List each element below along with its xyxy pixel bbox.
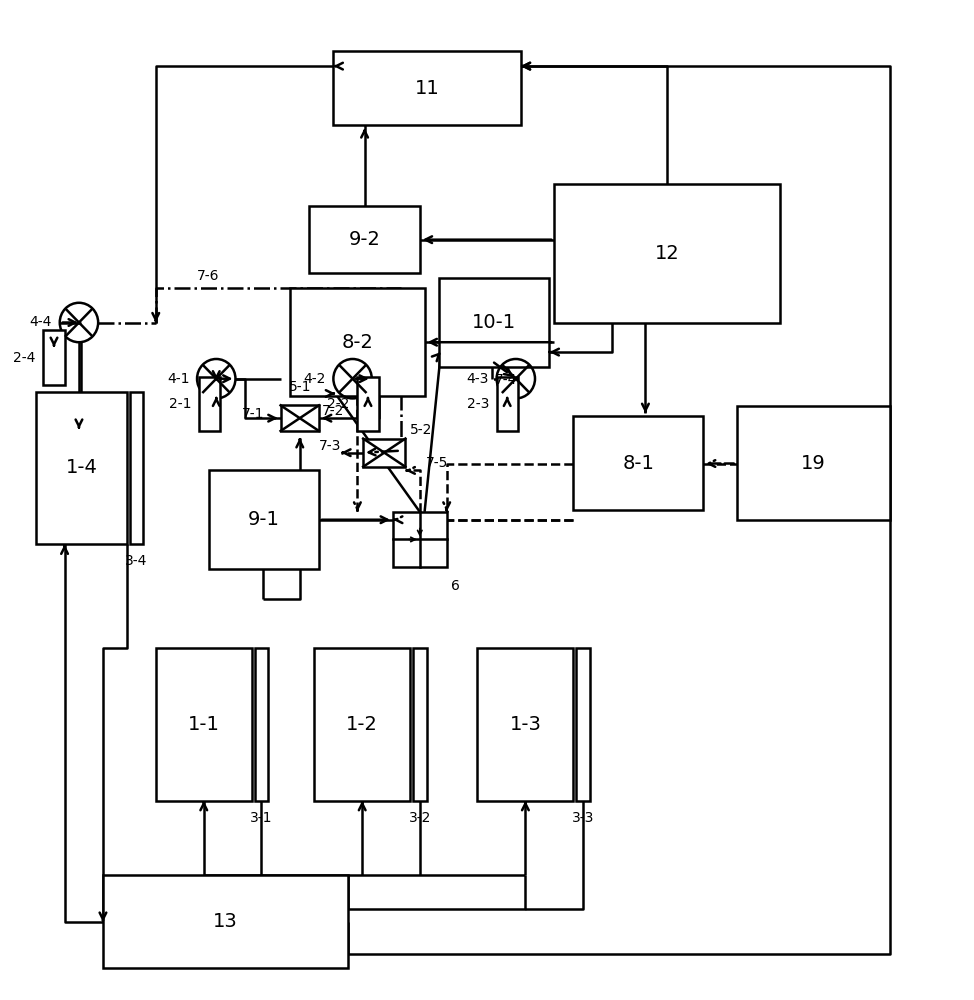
Bar: [574, 416, 703, 510]
Bar: [357, 377, 379, 431]
Bar: [310, 206, 420, 273]
Text: 6: 6: [452, 579, 461, 593]
Bar: [363, 439, 405, 467]
Bar: [577, 648, 589, 801]
Bar: [36, 392, 127, 544]
Bar: [281, 405, 318, 431]
Text: 7-2: 7-2: [321, 404, 344, 418]
Text: 7-3: 7-3: [318, 439, 341, 453]
Text: 1-1: 1-1: [188, 715, 220, 734]
Bar: [290, 288, 425, 396]
Text: 3-1: 3-1: [250, 811, 273, 825]
Text: 4-1: 4-1: [167, 372, 189, 386]
Text: 2-1: 2-1: [169, 397, 191, 411]
Text: 7-6: 7-6: [198, 269, 220, 283]
Bar: [254, 648, 268, 801]
Text: 4-3: 4-3: [467, 372, 489, 386]
Bar: [477, 648, 574, 801]
Bar: [315, 648, 410, 801]
Text: 5-2: 5-2: [410, 423, 432, 437]
Text: 13: 13: [213, 912, 238, 931]
Text: 1-3: 1-3: [509, 715, 542, 734]
Bar: [333, 51, 521, 125]
Bar: [44, 330, 64, 385]
Text: 1-2: 1-2: [346, 715, 378, 734]
Text: 2-4: 2-4: [14, 351, 36, 365]
Text: 3-4: 3-4: [126, 554, 148, 568]
Bar: [393, 512, 447, 567]
Text: 7-4: 7-4: [495, 373, 517, 387]
Text: 19: 19: [801, 454, 826, 473]
Bar: [199, 377, 220, 431]
Text: 10-1: 10-1: [472, 313, 516, 332]
Text: 2-2: 2-2: [327, 397, 350, 411]
Text: 12: 12: [655, 244, 680, 263]
Text: 3-3: 3-3: [572, 811, 594, 825]
Bar: [208, 470, 318, 569]
Bar: [413, 648, 427, 801]
Bar: [439, 278, 549, 367]
Bar: [736, 406, 890, 520]
Text: 7-5: 7-5: [426, 456, 448, 470]
Text: 8-2: 8-2: [342, 333, 373, 352]
Bar: [103, 875, 348, 968]
Text: 8-1: 8-1: [622, 454, 655, 473]
Text: 4-2: 4-2: [303, 372, 325, 386]
Bar: [130, 392, 143, 544]
Bar: [497, 377, 518, 431]
Bar: [156, 648, 251, 801]
Text: 11: 11: [415, 79, 439, 98]
Bar: [554, 184, 780, 322]
Text: 7-1: 7-1: [242, 407, 264, 421]
Text: 1-4: 1-4: [65, 458, 97, 477]
Text: 5-1: 5-1: [288, 380, 311, 394]
Text: 9-2: 9-2: [349, 230, 381, 249]
Text: 2-3: 2-3: [467, 397, 489, 411]
Text: 4-4: 4-4: [29, 316, 52, 330]
Text: 9-1: 9-1: [247, 510, 280, 529]
Text: 3-2: 3-2: [409, 811, 431, 825]
